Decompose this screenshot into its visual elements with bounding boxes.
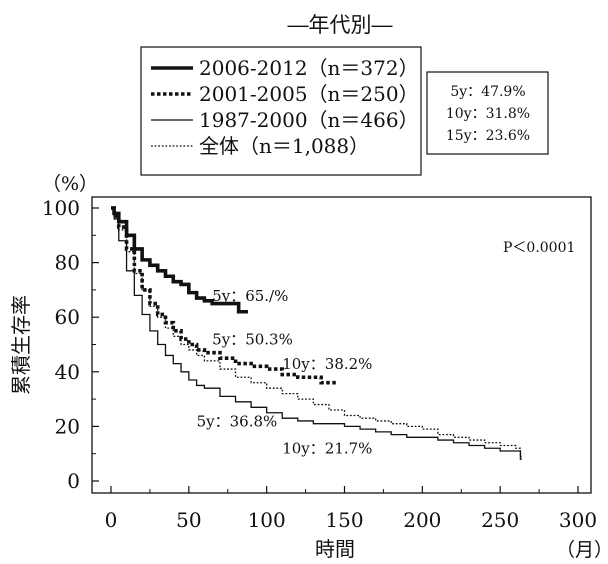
x-tick-label: 150 xyxy=(325,508,363,532)
y-tick-label: 0 xyxy=(67,469,80,493)
series-line-1 xyxy=(111,206,337,385)
x-tick-label: 300 xyxy=(559,508,597,532)
y-tick-label: 60 xyxy=(55,305,80,329)
p-value: P＜0.0001 xyxy=(503,240,575,256)
annotation-1: 5y：50.3% xyxy=(212,331,293,349)
y-tick-label: 80 xyxy=(55,251,80,275)
series-line-2 xyxy=(111,207,522,460)
y-axis-label: 累積生存率 xyxy=(9,295,33,395)
legend-label-2: 1987-2000（n＝466） xyxy=(199,108,419,132)
x-unit-label: （月） xyxy=(556,539,608,561)
y-axis: 0 20 40 60 80 100 xyxy=(42,196,99,493)
x-tick-label: 0 xyxy=(105,508,118,532)
legend-label-1: 2001-2005（n＝250） xyxy=(199,82,419,106)
overall-stat-15y: 15y：23.6% xyxy=(446,128,530,144)
chart-title: ―年代別― xyxy=(288,13,393,37)
legend-label-3: 全体（n＝1,088） xyxy=(199,134,369,158)
x-tick-label: 50 xyxy=(176,508,201,532)
y-unit-label: （%） xyxy=(42,173,98,195)
legend-label-0: 2006-2012（n＝372） xyxy=(199,56,419,80)
x-axis-label: 時間 xyxy=(315,537,355,561)
y-tick-label: 40 xyxy=(55,360,80,384)
annotation-2: 10y：38.2% xyxy=(282,355,372,373)
overall-stat-10y: 10y：31.8% xyxy=(446,106,530,122)
annotation-0: 5y：65./% xyxy=(212,287,288,305)
series-layer xyxy=(111,206,522,460)
overall-stats-frame xyxy=(426,71,549,155)
series-line-3 xyxy=(111,207,522,458)
x-tick-label: 200 xyxy=(403,508,441,532)
annotation-3: 5y：36.8% xyxy=(197,412,278,430)
x-tick-label: 100 xyxy=(248,508,286,532)
y-tick-label: 100 xyxy=(42,196,80,220)
legend: 2006-2012（n＝372）2001-2005（n＝250）1987-200… xyxy=(140,46,549,176)
annotation-layer: 5y：65./% 5y：50.3% 10y：38.2% 5y：36.8%10y：21.… xyxy=(197,287,373,458)
overall-stat-5y: 5y：47.9% xyxy=(450,84,525,100)
y-tick-label: 20 xyxy=(55,414,80,438)
x-tick-label: 250 xyxy=(481,508,519,532)
x-axis: 0 50 100 150 200 250 300 xyxy=(105,486,597,532)
annotation-4: 10y：21.7% xyxy=(282,440,372,458)
